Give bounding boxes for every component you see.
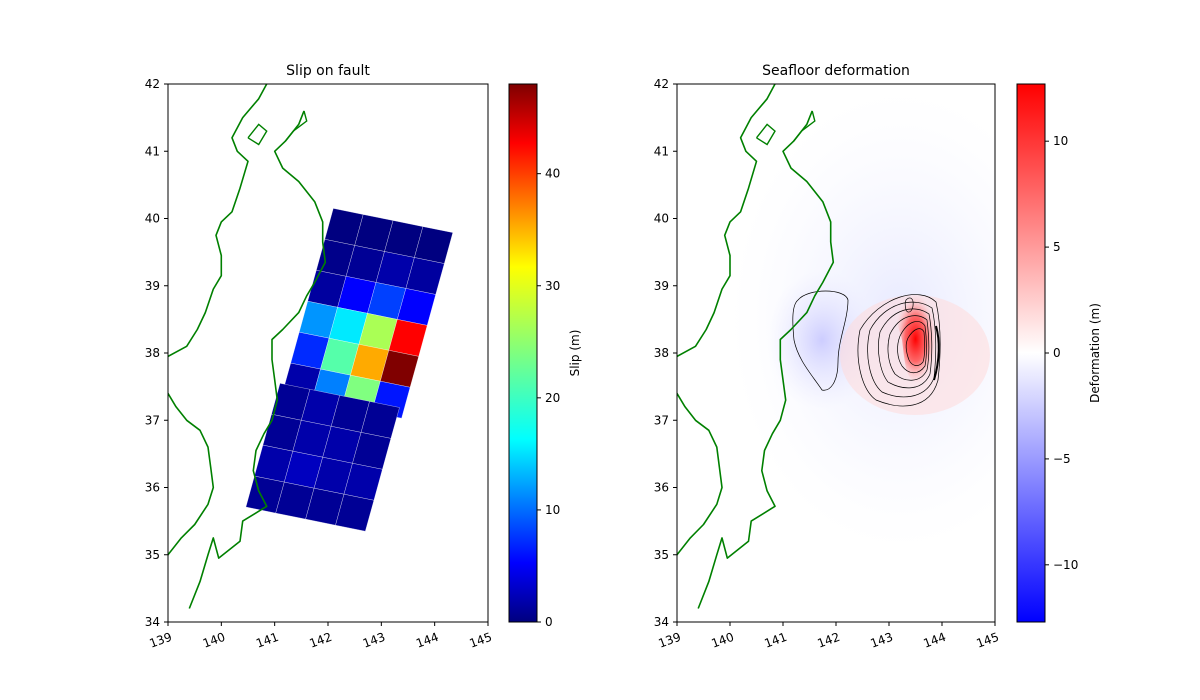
slip-colorbar [509,84,537,622]
y-tick-label: 38 [654,346,669,360]
slip-colorbar-label: Slip (m) [568,330,582,377]
colorbar-tick-label: −10 [1053,558,1078,572]
coastline-right [677,84,835,609]
coastline-left [168,84,327,609]
deformation-colorbar [1017,84,1045,622]
y-tick-label: 41 [145,144,160,158]
y-tick-label: 36 [145,481,160,495]
colorbar-tick-label: 40 [545,167,560,181]
deformation-x-ticks: 139 140 141 142 143 144 145 [656,622,1001,651]
colorbar-tick-label: −5 [1053,452,1071,466]
subfault-cell [335,494,375,532]
y-tick-label: 40 [145,212,160,226]
y-tick-label: 37 [145,413,160,427]
deformation-contours [792,290,941,407]
y-tick-label: 39 [654,279,669,293]
y-tick-label: 42 [654,77,669,91]
y-tick-label: 38 [145,346,160,360]
deformation-colorbar-ticks: −10 −5 0 5 10 [1045,134,1078,572]
y-tick-label: 35 [145,548,160,562]
colorbar-tick-label: 0 [1053,346,1061,360]
deformation-panel: Seafloor deformation 139 140 141 142 143 144 1… [654,63,1102,651]
x-tick-label: 139 [147,630,173,651]
y-tick-label: 36 [654,481,669,495]
colorbar-tick-label: 30 [545,279,560,293]
deformation-y-ticks: 34 35 36 37 38 39 40 41 42 [654,77,677,629]
slip-x-ticks: 139 140 141 142 143 144 145 [147,622,494,651]
slip-panel: Slip on fault 139 140 141 142 143 144 145 34 35… [145,63,582,651]
x-tick-label: 143 [868,630,894,651]
coast-islands-left [247,110,308,146]
deformation-colorbar-label: Deformation (m) [1088,303,1102,403]
contour-line-dense [933,325,940,381]
contour-line [887,315,930,381]
x-tick-label: 142 [815,630,841,651]
y-tick-label: 34 [654,615,669,629]
x-tick-label: 141 [254,630,280,651]
x-tick-label: 144 [921,630,947,651]
y-tick-label: 34 [145,615,160,629]
contour-line [897,321,927,374]
slip-title: Slip on fault [286,63,370,79]
colorbar-tick-label: 10 [545,503,560,517]
slip-subfault-grid [245,208,453,532]
y-tick-label: 37 [654,413,669,427]
slip-y-ticks: 34 35 36 37 38 39 40 41 42 [145,77,168,629]
y-tick-label: 39 [145,279,160,293]
y-tick-label: 40 [654,212,669,226]
y-tick-label: 42 [145,77,160,91]
x-tick-label: 142 [307,630,333,651]
contour-line [792,290,849,391]
deformation-title: Seafloor deformation [762,63,910,79]
colorbar-tick-label: 5 [1053,240,1061,254]
y-tick-label: 35 [654,548,669,562]
contour-line [905,328,926,366]
y-tick-label: 41 [654,144,669,158]
contour-line [857,294,941,407]
contour-line [904,297,914,313]
x-tick-label: 144 [414,630,440,651]
colorbar-tick-label: 20 [545,391,560,405]
colorbar-tick-label: 0 [545,615,553,629]
slip-colorbar-ticks: 0 10 20 30 40 [537,167,560,629]
contour-line [878,308,933,389]
slip-colorbar-frame [508,83,538,623]
x-tick-label: 140 [709,630,735,651]
coast-islands-right [755,110,816,146]
colorbar-tick-label: 10 [1053,134,1068,148]
x-tick-label: 143 [361,630,387,651]
x-tick-label: 141 [762,630,788,651]
x-tick-label: 145 [974,630,1000,651]
x-tick-label: 145 [467,630,493,651]
x-tick-label: 140 [201,630,227,651]
x-tick-label: 139 [656,630,682,651]
